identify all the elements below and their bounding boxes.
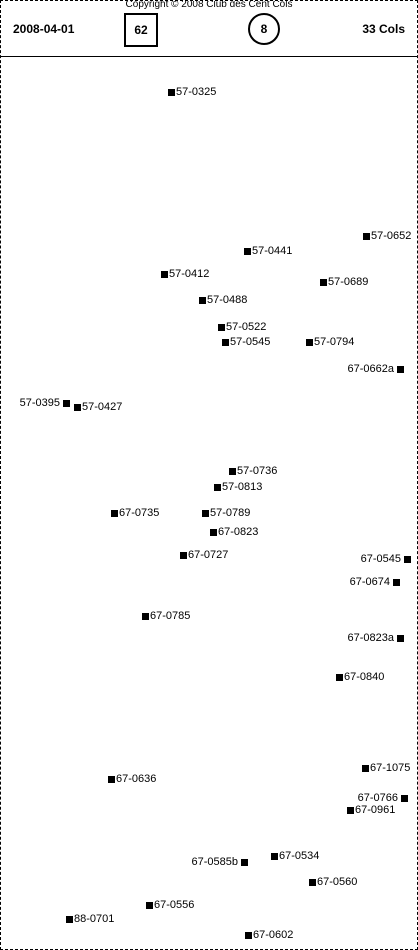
col-marker — [362, 765, 369, 772]
col-marker — [336, 674, 343, 681]
col-marker — [320, 279, 327, 286]
col-marker — [244, 248, 251, 255]
col-marker — [218, 324, 225, 331]
col-label: 57-0813 — [222, 481, 263, 493]
col-label: 57-0789 — [210, 507, 251, 519]
boxed-number: 62 — [124, 13, 158, 47]
col-marker — [142, 613, 149, 620]
header-rule — [1, 56, 417, 57]
col-marker — [229, 468, 236, 475]
col-label: 88-0701 — [74, 913, 115, 925]
col-label: 57-0412 — [169, 268, 210, 280]
col-label: 57-0689 — [328, 276, 369, 288]
col-label: 57-0395 — [19, 397, 60, 409]
col-marker — [363, 233, 370, 240]
circled-number: 8 — [248, 13, 280, 45]
col-marker — [401, 795, 408, 802]
copyright: Copyright © 2008 Club des Cent Cols — [125, 0, 293, 10]
col-marker — [63, 400, 70, 407]
col-marker — [74, 404, 81, 411]
col-marker — [199, 297, 206, 304]
col-label: 67-0785 — [150, 610, 191, 622]
col-marker — [108, 776, 115, 783]
col-label: 67-0674 — [349, 576, 390, 588]
col-marker — [393, 579, 400, 586]
col-label: 57-0652 — [371, 230, 412, 242]
col-label: 67-0961 — [355, 804, 396, 816]
col-label: 67-0545 — [360, 553, 401, 565]
col-marker — [222, 339, 229, 346]
col-label: 67-0727 — [188, 549, 229, 561]
col-count: 33 Cols — [362, 22, 405, 36]
col-marker — [202, 510, 209, 517]
col-marker — [397, 635, 404, 642]
col-label: 67-0560 — [317, 876, 358, 888]
col-label: 67-0823a — [347, 632, 395, 644]
col-marker — [306, 339, 313, 346]
col-marker — [309, 879, 316, 886]
col-marker — [397, 366, 404, 373]
col-marker — [146, 902, 153, 909]
col-label: 57-0794 — [314, 336, 355, 348]
col-marker — [161, 271, 168, 278]
col-label: 57-0427 — [82, 401, 123, 413]
col-marker — [347, 807, 354, 814]
col-marker — [214, 484, 221, 491]
col-label: 57-0545 — [230, 336, 271, 348]
col-marker — [245, 932, 252, 939]
col-marker — [404, 556, 411, 563]
col-label: 57-0441 — [252, 245, 293, 257]
col-label: 67-0766 — [357, 792, 398, 804]
col-marker — [180, 552, 187, 559]
col-label: 67-0636 — [116, 773, 157, 785]
col-label: 67-0823 — [218, 526, 259, 538]
col-marker — [111, 510, 118, 517]
col-marker — [241, 859, 248, 866]
date: 2008-04-01 — [13, 22, 75, 36]
col-marker — [66, 916, 73, 923]
col-label: 67-0602 — [253, 929, 294, 941]
col-label: 57-0488 — [207, 294, 248, 306]
col-label: 57-0522 — [226, 321, 267, 333]
col-label: 67-1075 — [370, 762, 411, 774]
col-label: 57-0736 — [237, 465, 278, 477]
col-label: 67-0534 — [279, 850, 320, 862]
col-label: 57-0325 — [176, 86, 217, 98]
col-marker — [210, 529, 217, 536]
col-marker — [271, 853, 278, 860]
col-label: 67-0556 — [154, 899, 195, 911]
col-marker — [168, 89, 175, 96]
col-label: 67-0840 — [344, 671, 385, 683]
col-label: 67-0585b — [191, 856, 239, 868]
col-label: 67-0735 — [119, 507, 160, 519]
col-label: 67-0662a — [347, 363, 395, 375]
